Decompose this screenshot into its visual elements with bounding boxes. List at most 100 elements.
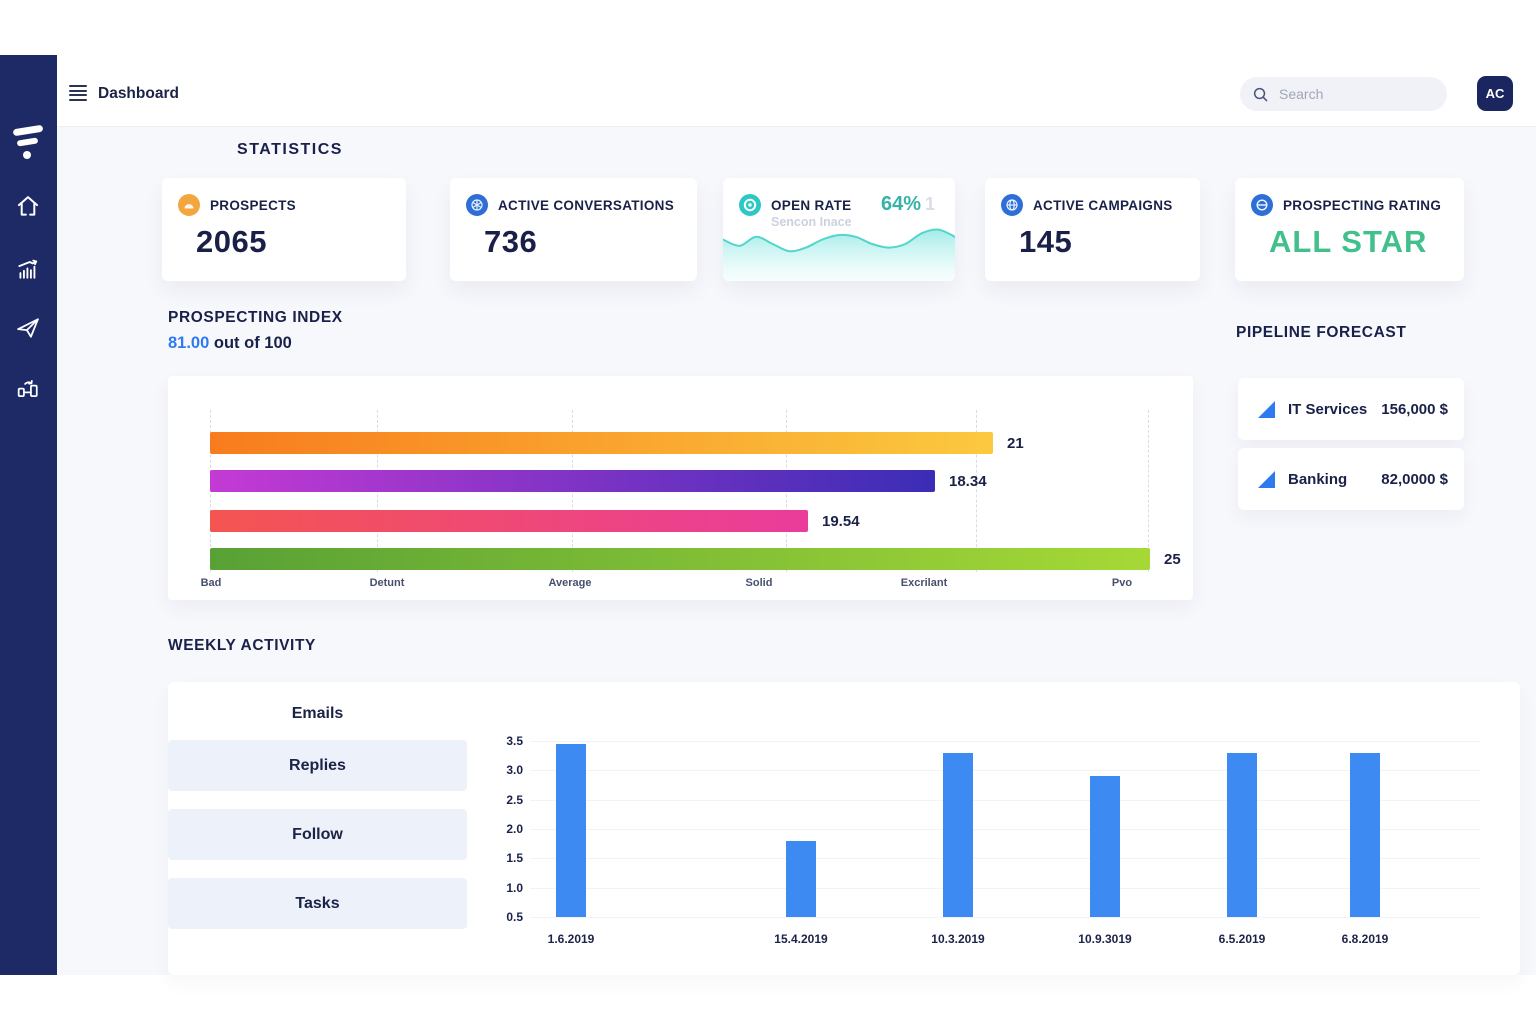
x-axis-label: 10.3.2019 <box>931 932 985 946</box>
tab-tasks[interactable]: Tasks <box>168 878 467 929</box>
sparkline-area <box>723 229 955 281</box>
barbell-icon <box>14 374 44 402</box>
weekly-bar <box>556 744 586 917</box>
logo-bar <box>16 137 39 147</box>
open-rate-faint-suffix: 1 <box>924 194 935 214</box>
globe-icon <box>1001 194 1023 216</box>
sidebar-item-home[interactable] <box>14 191 44 221</box>
y-axis-tick: 2.5 <box>506 793 523 807</box>
y-axis-tick: 1.5 <box>506 851 523 865</box>
chart-gridline <box>530 829 1480 830</box>
active-campaigns-card: ACTIVE CAMPAIGNS 145 <box>985 178 1200 281</box>
search-icon <box>1253 87 1268 101</box>
stat-label: ACTIVE CAMPAIGNS <box>1033 197 1173 213</box>
pipeline-item-banking[interactable]: Banking 82,0000 $ <box>1238 448 1464 510</box>
chart-gridline <box>1148 410 1149 572</box>
search-input[interactable] <box>1277 85 1462 103</box>
weekly-activity-heading: WEEKLY ACTIVITY <box>168 637 316 654</box>
prospects-card: PROSPECTS 2065 <box>162 178 406 281</box>
chart-gridline <box>530 741 1480 742</box>
weekly-bar <box>1350 753 1380 917</box>
x-axis-label: Pvo <box>1111 577 1133 589</box>
topbar-divider <box>57 126 1536 127</box>
prospecting-bar <box>210 510 808 532</box>
pipeline-name: Banking <box>1288 470 1348 488</box>
pipeline-item-it-services[interactable]: IT Services 156,000 $ <box>1238 378 1464 440</box>
pipeline-forecast-heading: PIPELINE FORECAST <box>1236 324 1407 341</box>
menu-icon[interactable] <box>69 85 89 101</box>
chart-gridline <box>976 410 977 572</box>
y-axis-tick: 3.5 <box>506 734 523 748</box>
stat-value: ALL STAR <box>1269 224 1428 259</box>
weekly-bar <box>1227 753 1257 917</box>
x-axis-label: Average <box>548 577 592 589</box>
stat-label: OPEN RATE <box>771 197 852 213</box>
score-suffix: out of 100 <box>209 334 292 352</box>
sparkline-line <box>723 228 955 253</box>
chart-gridline <box>530 917 1480 918</box>
prospecting-bar <box>210 548 1150 570</box>
x-axis-label: 15.4.2019 <box>774 932 828 946</box>
x-axis-label: 10.9.3019 <box>1078 932 1132 946</box>
prospecting-index-heading: PROSPECTING INDEX <box>168 309 343 326</box>
bar-value-label: 18.34 <box>949 473 987 490</box>
open-rate-value: 64% 1 <box>880 193 935 215</box>
open-rate-card: OPEN RATE Sencon Inace 64% 1 <box>723 178 955 281</box>
badge-icon <box>1251 194 1273 216</box>
trend-triangle-icon <box>1258 400 1275 418</box>
open-rate-sparkline <box>723 219 955 281</box>
stat-value: 145 <box>1019 224 1073 259</box>
stat-label: PROSPECTS <box>210 197 296 213</box>
search-bar[interactable] <box>1240 77 1462 111</box>
app-logo[interactable] <box>11 121 47 169</box>
weekly-bar <box>786 841 816 917</box>
logo-dot <box>23 151 31 159</box>
tab-replies[interactable]: Replies <box>168 740 467 791</box>
stat-value: 736 <box>484 224 538 259</box>
x-axis-label: Solid <box>745 577 773 589</box>
prospecting-bar <box>210 432 993 454</box>
y-axis-tick: 0.5 <box>506 910 523 924</box>
conversations-icon <box>466 194 488 216</box>
active-conversations-card: ACTIVE CONVERSATIONS 736 <box>450 178 697 281</box>
sidebar-item-send[interactable] <box>14 313 44 343</box>
target-icon <box>739 194 761 216</box>
page-title: Dashboard <box>98 85 179 102</box>
prospecting-rating-card: PROSPECTING RATING ALL STAR <box>1235 178 1464 281</box>
prospects-icon <box>178 194 200 216</box>
x-axis-label: 6.8.2019 <box>1341 932 1389 946</box>
pipeline-name: IT Services <box>1288 400 1368 418</box>
bar-value-label: 19.54 <box>822 513 860 530</box>
sidebar-item-analytics[interactable] <box>14 254 44 284</box>
x-axis-label: Detunt <box>369 577 405 589</box>
weekly-bar <box>943 753 973 917</box>
stat-label: ACTIVE CONVERSATIONS <box>498 197 675 213</box>
chart-gridline <box>530 888 1480 889</box>
score-value: 81.00 <box>168 334 210 352</box>
logo-bar <box>12 124 44 137</box>
open-rate-subtitle: Sencon Inace <box>771 215 852 229</box>
tab-follow[interactable]: Follow <box>168 809 467 860</box>
bar-value-label: 21 <box>1007 435 1024 452</box>
bar-value-label: 25 <box>1164 551 1181 568</box>
statistics-heading: STATISTICS <box>237 141 343 158</box>
tab-emails[interactable]: Emails <box>168 688 467 739</box>
stat-label: PROSPECTING RATING <box>1283 197 1442 213</box>
paper-plane-icon <box>14 314 44 342</box>
sidebar <box>0 55 57 975</box>
pipeline-value: 156,000 $ <box>1381 400 1448 418</box>
chart-gridline <box>530 858 1480 859</box>
weekly-bar <box>1090 776 1120 917</box>
chart-gridline <box>530 770 1480 771</box>
prospecting-index-chart: 21 18.34 19.54 25 Bad Detunt Average Solid Excri… <box>168 376 1193 600</box>
sidebar-item-reports[interactable] <box>14 373 44 403</box>
x-axis-label: 1.6.2019 <box>547 932 595 946</box>
chart-gridline <box>530 800 1480 801</box>
weekly-activity-panel: Emails Replies Follow Tasks 3.5 3.0 2.5 2.0… <box>168 682 1520 975</box>
stat-value: 2065 <box>196 224 267 259</box>
y-axis-tick: 2.0 <box>506 822 523 836</box>
y-axis-tick: 1.0 <box>506 881 523 895</box>
avatar[interactable]: AC <box>1477 76 1513 111</box>
x-axis-label: Bad <box>200 577 222 589</box>
prospecting-bar <box>210 470 935 492</box>
